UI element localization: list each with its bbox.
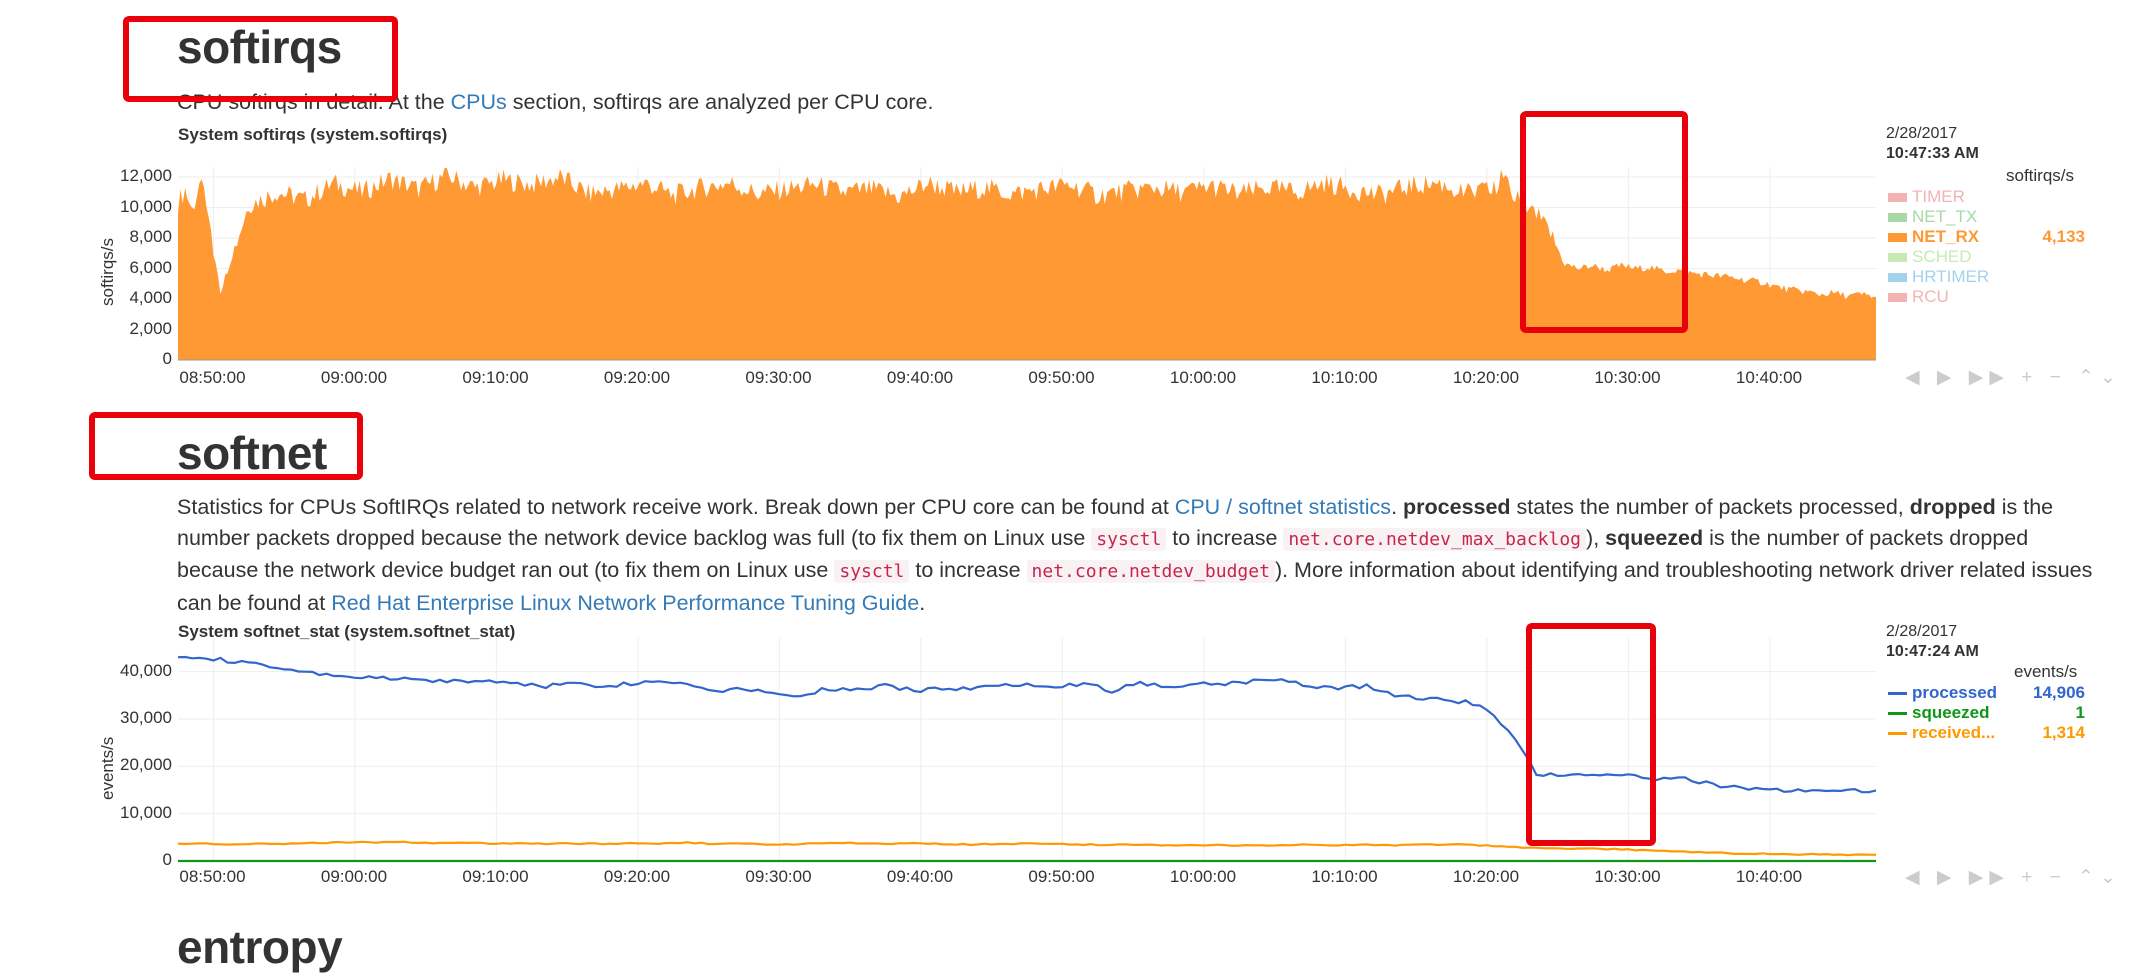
legend-item-squeezed[interactable]: squeezed [1888, 703, 1989, 723]
section-heading-softirqs: softirqs [177, 21, 342, 73]
highlight-box-heading-softirqs [123, 16, 398, 102]
x-tick-label: 10:30:00 [1594, 867, 1661, 886]
legend-item-sched[interactable]: SCHED [1888, 247, 1972, 267]
code-netdev-budget: net.core.netdev_budget [1026, 560, 1275, 583]
x-tick-label: 10:10:00 [1311, 368, 1378, 387]
x-tick-label: 10:10:00 [1311, 867, 1378, 886]
legend-item-hrtimer[interactable]: HRTIMER [1888, 267, 1989, 287]
y-tick-label: 30,000 [120, 708, 172, 727]
series-line-processed [177, 655, 1877, 794]
y-tick-label: 2,000 [129, 318, 172, 338]
softirqs-description: CPU softirqs in detail. At the CPUs sect… [177, 90, 934, 114]
legend-units-softnet: events/s [2014, 662, 2078, 681]
cpus-link[interactable]: CPUs [450, 90, 507, 114]
code-netdev-max-backlog: net.core.netdev_max_backlog [1283, 527, 1587, 551]
highlight-box-drop-softirqs [1520, 111, 1688, 333]
x-tick-label: 10:00:00 [1169, 867, 1237, 886]
legend-value: 4,133 [2042, 227, 2085, 246]
highlight-box-drop-softnet [1526, 623, 1656, 846]
softirqs-chart[interactable] [0, 0, 1876, 361]
code-sysctl: sysctl [1091, 527, 1167, 551]
y-tick-label: 4,000 [129, 288, 172, 307]
x-tick-label: 09:30:00 [745, 368, 812, 387]
x-tick-label: 09:20:00 [603, 368, 671, 387]
x-tick-label: 10:20:00 [1452, 368, 1520, 387]
y-tick-label: 0 [162, 850, 172, 869]
legend-label: received... [1912, 723, 1996, 742]
section-heading-entropy: entropy [177, 921, 343, 973]
legend-swatch [1888, 712, 1907, 716]
legend-swatch [1888, 213, 1907, 223]
x-tick-label: 10:40:00 [1735, 368, 1803, 387]
legend-datetime-softirqs: 2/28/2017 10:47:33 AM [1886, 125, 1979, 162]
series-area-net-rx [178, 167, 1876, 360]
legend-label: TIMER [1912, 187, 1965, 206]
y-tick-label: 20,000 [120, 755, 172, 775]
legend-label: HRTIMER [1912, 267, 1990, 286]
legend-item-net-rx[interactable]: NET_RX [1888, 227, 1979, 247]
code-sysctl-2: sysctl [834, 560, 910, 583]
legend-item-net-tx[interactable]: NET_TX [1888, 207, 1977, 227]
softnet-statistics-link[interactable]: CPU / softnet statistics [1174, 495, 1392, 519]
x-tick-label: 08:50:00 [179, 867, 246, 886]
legend-label: RCU [1912, 287, 1949, 306]
series-line-received [177, 840, 1877, 857]
y-tick-label: 12,000 [120, 166, 172, 185]
highlight-box-heading-softnet [89, 412, 363, 480]
legend-swatch [1888, 193, 1907, 203]
x-tick-label: 10:20:00 [1452, 867, 1520, 886]
legend-swatch [1888, 273, 1907, 283]
legend-label: SCHED [1912, 247, 1972, 266]
network-tuning-guide-link[interactable]: Red Hat Enterprise Linux Network Perform… [331, 590, 920, 615]
x-tick-label: 09:10:00 [462, 368, 529, 387]
y-tick-label: 0 [162, 349, 172, 368]
chart-title-softirqs: System softirqs (system.softirqs) [178, 125, 448, 144]
x-tick-label: 09:40:00 [886, 368, 954, 387]
x-tick-label: 09:00:00 [320, 368, 388, 387]
chart-title-softnet: System softnet_stat (system.softnet_stat… [178, 622, 516, 641]
legend-units-softirqs: softirqs/s [2006, 166, 2075, 185]
legend-label: NET_RX [1912, 227, 1980, 246]
x-tick-label: 10:40:00 [1735, 867, 1803, 886]
x-tick-label: 09:20:00 [603, 867, 671, 886]
section-heading-softnet: softnet [177, 427, 327, 479]
y-tick-label: 8,000 [129, 227, 172, 246]
legend-swatch [1888, 253, 1907, 263]
x-tick-label: 09:40:00 [886, 867, 954, 886]
x-tick-label: 09:00:00 [320, 867, 388, 886]
legend-label: NET_TX [1912, 207, 1978, 226]
x-tick-label: 09:10:00 [462, 867, 529, 886]
legend-swatch [1888, 233, 1907, 243]
x-tick-label: 08:50:00 [179, 368, 246, 387]
softnet-description: Statistics for CPUs SoftIRQs related to … [177, 495, 2093, 615]
legend-value: 1,314 [2042, 723, 2085, 742]
legend-value: 14,906 [2033, 683, 2085, 702]
legend-swatch [1888, 692, 1907, 696]
legend-item-processed[interactable]: processed [1888, 683, 1997, 703]
legend-item-received[interactable]: received... [1888, 723, 1995, 743]
legend-swatch [1888, 732, 1907, 736]
legend-item-timer[interactable]: TIMER [1888, 187, 1965, 207]
legend-swatch [1888, 293, 1907, 303]
legend-value: 1 [2075, 703, 2085, 722]
y-tick-label: 6,000 [129, 257, 172, 277]
y-tick-label: 10,000 [120, 802, 172, 822]
chart-toolbar-softnet[interactable]: ◀ ▶ ▶▶ + − ⌃⌄ [1905, 867, 2122, 888]
x-tick-label: 10:30:00 [1594, 368, 1661, 387]
x-tick-label: 10:00:00 [1169, 368, 1237, 387]
x-tick-label: 09:30:00 [745, 867, 812, 886]
x-tick-label: 09:50:00 [1028, 368, 1095, 387]
legend-item-rcu[interactable]: RCU [1888, 287, 1949, 307]
x-tick-label: 09:50:00 [1028, 867, 1095, 886]
chart-toolbar-softirqs[interactable]: ◀ ▶ ▶▶ + − ⌃⌄ [1905, 367, 2122, 388]
y-tick-label: 10,000 [120, 196, 172, 216]
legend-label: squeezed [1912, 703, 1990, 722]
softnet-chart[interactable] [0, 0, 1877, 870]
y-tick-label: 40,000 [120, 660, 172, 680]
legend-datetime-softnet: 2/28/2017 10:47:24 AM [1886, 623, 1979, 660]
legend-label: processed [1912, 683, 1998, 702]
